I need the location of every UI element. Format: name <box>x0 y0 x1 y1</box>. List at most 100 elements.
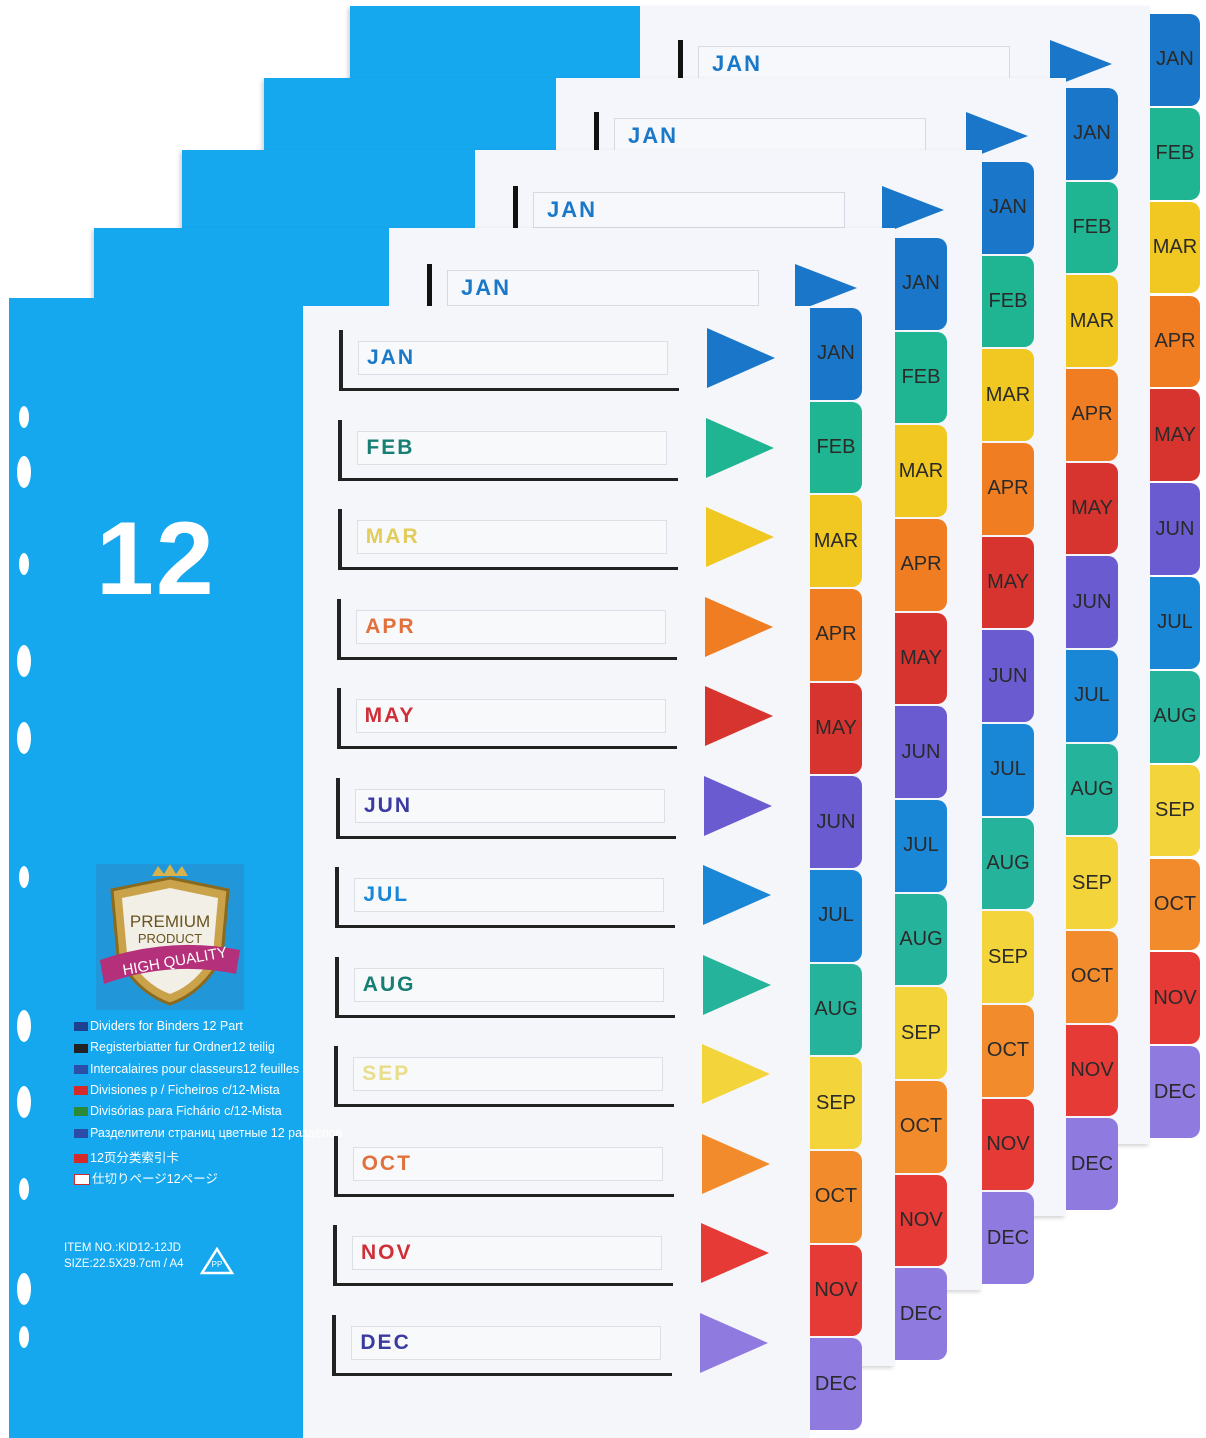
tab-apr[interactable]: APR <box>810 589 862 681</box>
tab-apr: APR <box>1150 295 1200 388</box>
tab-label: JAN <box>989 196 1027 219</box>
tab-label: AUG <box>899 927 943 950</box>
tab-label: JUL <box>990 758 1026 781</box>
tab-oct: OCT <box>1066 931 1118 1023</box>
tab-label: MAR <box>1152 236 1198 259</box>
tab-jul[interactable]: JUL <box>810 870 862 962</box>
tab-jan: JAN <box>1150 14 1200 106</box>
tab-feb[interactable]: FEB <box>810 401 862 494</box>
tab-dec: DEC <box>982 1192 1034 1284</box>
tab-feb: FEB <box>982 255 1034 348</box>
row-marker <box>333 1225 337 1285</box>
row-marker <box>337 509 342 569</box>
tab-label: JAN <box>1156 48 1194 71</box>
tab-mar[interactable]: MAR <box>810 495 862 587</box>
tab-may[interactable]: MAY <box>810 682 862 775</box>
tab-apr: APR <box>982 443 1034 535</box>
tab-label: APR <box>1071 403 1113 426</box>
language-line: Разделители страниц цветные 12 разделов <box>74 1126 342 1140</box>
tab-label: NOV <box>1070 1058 1114 1081</box>
tab-column-3: JAN FEB MAR APR MAY JUN JUL AUG SEP OCT NOV DEC <box>895 238 947 1362</box>
tab-label: SEP <box>815 1091 857 1114</box>
label-field <box>355 788 665 823</box>
row-underline <box>336 835 676 839</box>
gb-flag-icon <box>74 1022 88 1032</box>
punch-hole <box>19 1178 29 1200</box>
arrow-icon <box>701 1223 769 1283</box>
tab-jun[interactable]: JUN <box>810 776 862 868</box>
language-text: Dividers for Binders 12 Part <box>90 1019 243 1033</box>
tab-label: FEB <box>816 435 856 458</box>
language-text: Registerbiatter fur Ordner12 teilig <box>90 1040 275 1055</box>
tab-apr: APR <box>895 519 947 611</box>
tab-label: DEC <box>899 1302 943 1325</box>
tab-column-1: JAN FEB MAR APR MAY JUN JUL AUG SEP OCT NOV DEC <box>1066 88 1118 1212</box>
row-label: JAN <box>461 275 512 300</box>
tab-jan: JAN <box>895 238 947 330</box>
tab-nov[interactable]: NOV <box>810 1244 862 1337</box>
tab-label: JUN <box>1155 517 1195 540</box>
label-field <box>355 699 666 733</box>
row-marker <box>594 112 599 156</box>
row-label: JAN <box>628 123 679 148</box>
tab-column-2: JAN FEB MAR APR MAY JUN JUL AUG SEP OCT NOV DEC <box>982 162 1034 1286</box>
arrow-icon <box>704 775 772 836</box>
tab-oct[interactable]: OCT <box>810 1151 862 1243</box>
tab-label: APR <box>900 553 942 576</box>
arrow-icon <box>795 264 857 312</box>
row-marker <box>333 1135 338 1196</box>
tab-jan[interactable]: JAN <box>810 308 862 400</box>
tab-label: OCT <box>1070 965 1114 988</box>
punch-hole <box>19 406 29 428</box>
row-marker <box>338 419 343 480</box>
row-marker <box>337 598 342 659</box>
tab-dec[interactable]: DEC <box>810 1338 862 1430</box>
tab-label: AUG <box>986 851 1030 874</box>
tab-label: DEC <box>1153 1080 1197 1103</box>
sheet-count: 12 <box>96 501 216 617</box>
language-text: Intercalaires pour classeurs12 feuilles <box>90 1061 300 1076</box>
recycle-code: PP <box>211 1260 223 1269</box>
tab-mar: MAR <box>1150 201 1200 294</box>
language-line: Registerbiatter fur Ordner12 teilig <box>74 1040 275 1054</box>
tab-nov: NOV <box>982 1098 1034 1191</box>
arrow-icon <box>705 596 774 657</box>
tab-label: DEC <box>986 1226 1030 1249</box>
tab-jun: JUN <box>1150 483 1200 575</box>
tab-label: NOV <box>899 1208 943 1231</box>
ru-flag-icon <box>74 1128 88 1138</box>
arrow-icon <box>701 1133 770 1194</box>
tab-label: FEB <box>1155 142 1195 165</box>
tab-oct: OCT <box>982 1005 1034 1097</box>
tab-sep[interactable]: SEP <box>810 1057 862 1149</box>
tab-jul: JUL <box>1066 650 1118 742</box>
tab-aug[interactable]: AUG <box>810 963 862 1056</box>
tab-sep: SEP <box>895 987 947 1079</box>
label-field <box>356 520 667 554</box>
tab-label: JUN <box>988 664 1028 687</box>
row-marker <box>334 956 339 1017</box>
tab-jan: JAN <box>982 162 1034 254</box>
recycle-icon: PP <box>199 1246 235 1280</box>
language-text: 仕切りページ12ページ <box>92 1172 218 1187</box>
tab-label: SEP <box>900 1021 942 1044</box>
row-underline <box>336 746 677 749</box>
row-marker <box>427 264 432 308</box>
row-marker <box>678 40 683 84</box>
arrow-icon <box>706 417 775 478</box>
tab-label: OCT <box>814 1185 858 1208</box>
row-marker <box>336 777 340 838</box>
tab-label: JUN <box>1072 590 1112 613</box>
tab-label: MAY <box>1071 496 1113 519</box>
tab-label: JAN <box>1073 122 1111 145</box>
tab-label: JAN <box>902 272 940 295</box>
tab-label: JUL <box>903 834 939 857</box>
shield-icon <box>100 864 240 1006</box>
tab-label: SEP <box>987 945 1029 968</box>
row-underline <box>333 1283 673 1286</box>
tab-nov: NOV <box>895 1174 947 1267</box>
tab-label: MAR <box>985 383 1031 406</box>
tab-aug: AUG <box>982 817 1034 910</box>
premium-badge: PREMIUM PRODUCT HIGH QUALITY <box>96 864 244 1010</box>
tab-label: JUL <box>1074 684 1110 707</box>
